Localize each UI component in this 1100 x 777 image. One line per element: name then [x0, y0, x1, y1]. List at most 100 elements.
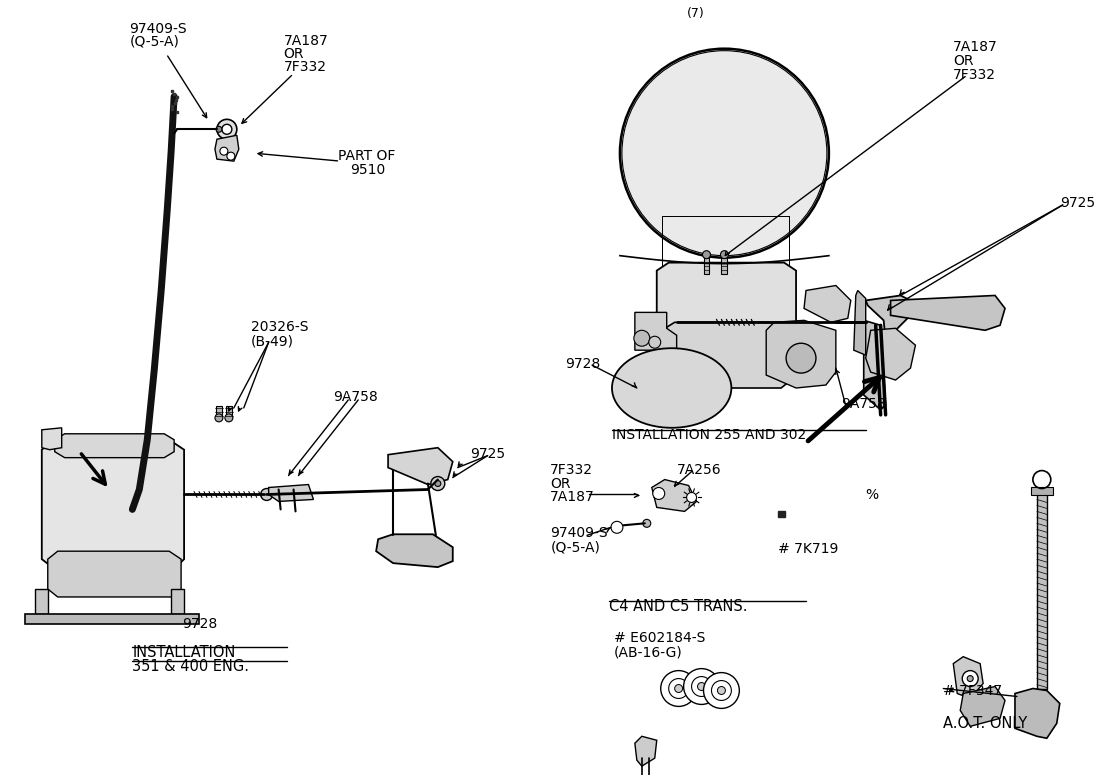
Circle shape	[697, 682, 705, 691]
Text: INSTALLATION 255 AND 302: INSTALLATION 255 AND 302	[612, 428, 806, 442]
Circle shape	[704, 673, 739, 709]
Polygon shape	[891, 295, 1005, 330]
Text: 7F332: 7F332	[550, 462, 593, 476]
Polygon shape	[954, 657, 983, 699]
Circle shape	[216, 127, 222, 132]
Circle shape	[610, 521, 623, 533]
Bar	[1037, 490, 1047, 688]
Text: OR: OR	[550, 476, 571, 490]
Polygon shape	[268, 485, 313, 501]
Polygon shape	[778, 511, 785, 517]
Text: # 7K719: # 7K719	[778, 542, 838, 556]
Polygon shape	[960, 687, 1005, 726]
Circle shape	[786, 343, 816, 373]
Text: 97409-S: 97409-S	[130, 22, 187, 36]
Polygon shape	[172, 589, 184, 614]
Text: (AB-16-G): (AB-16-G)	[614, 646, 683, 660]
Circle shape	[431, 476, 444, 490]
Bar	[216, 406, 222, 418]
Text: INSTALLATION: INSTALLATION	[132, 645, 235, 660]
Polygon shape	[866, 329, 915, 380]
Text: OR: OR	[284, 47, 304, 61]
Circle shape	[686, 493, 696, 503]
Text: # 7F347: # 7F347	[944, 684, 1002, 698]
Circle shape	[669, 678, 689, 699]
Polygon shape	[1015, 688, 1059, 738]
Text: 9510: 9510	[350, 163, 385, 177]
Text: 20326-S: 20326-S	[251, 320, 308, 334]
Text: 7F332: 7F332	[284, 60, 327, 74]
Bar	[226, 406, 232, 418]
Circle shape	[967, 675, 974, 681]
Polygon shape	[657, 263, 796, 338]
Text: A.O.T. ONLY: A.O.T. ONLY	[944, 716, 1027, 731]
Bar	[662, 216, 789, 270]
Polygon shape	[388, 448, 453, 485]
Circle shape	[661, 671, 696, 706]
Bar	[662, 216, 789, 270]
Text: 9725: 9725	[1059, 196, 1094, 210]
Circle shape	[434, 480, 441, 486]
Circle shape	[214, 414, 223, 422]
Ellipse shape	[612, 348, 732, 428]
Polygon shape	[25, 614, 199, 624]
Text: # E602184-S: # E602184-S	[614, 631, 705, 645]
Text: C4 AND C5 TRANS.: C4 AND C5 TRANS.	[609, 599, 748, 614]
Polygon shape	[652, 479, 696, 511]
Polygon shape	[866, 295, 921, 340]
Polygon shape	[47, 551, 182, 597]
Circle shape	[649, 336, 661, 348]
Circle shape	[720, 251, 728, 259]
Text: 9728: 9728	[565, 357, 601, 371]
Text: 7A256: 7A256	[676, 462, 722, 476]
Circle shape	[227, 152, 234, 160]
Polygon shape	[804, 285, 850, 322]
Polygon shape	[767, 320, 836, 388]
Text: 7A187: 7A187	[284, 33, 328, 47]
Circle shape	[683, 669, 719, 705]
Circle shape	[712, 681, 732, 700]
Text: (7): (7)	[686, 7, 704, 20]
Text: 9728: 9728	[183, 617, 218, 631]
Bar	[704, 256, 710, 274]
Text: 7F332: 7F332	[954, 68, 997, 82]
Circle shape	[224, 414, 233, 422]
Polygon shape	[635, 737, 657, 766]
Circle shape	[620, 49, 829, 258]
Text: 9A758: 9A758	[333, 390, 378, 404]
Circle shape	[217, 120, 236, 139]
Circle shape	[962, 671, 978, 687]
Circle shape	[692, 677, 712, 696]
Circle shape	[703, 251, 711, 259]
Text: 9A758: 9A758	[840, 397, 886, 411]
Circle shape	[642, 519, 651, 528]
Text: 351 & 400 ENG.: 351 & 400 ENG.	[132, 659, 250, 674]
Text: PART OF: PART OF	[339, 149, 396, 163]
Polygon shape	[42, 440, 184, 569]
Text: 7A187: 7A187	[550, 490, 595, 504]
Circle shape	[261, 489, 273, 500]
Polygon shape	[635, 312, 676, 350]
Text: (Q-5-A): (Q-5-A)	[550, 540, 601, 554]
Circle shape	[717, 687, 725, 695]
Polygon shape	[662, 322, 791, 388]
Circle shape	[652, 487, 664, 500]
Text: 97409-S: 97409-S	[550, 526, 608, 540]
Polygon shape	[214, 135, 239, 161]
Polygon shape	[55, 434, 174, 458]
Text: 7A187: 7A187	[954, 40, 998, 54]
Text: 9725: 9725	[470, 447, 505, 461]
Text: (B-49): (B-49)	[251, 334, 294, 348]
Polygon shape	[854, 291, 866, 355]
Circle shape	[879, 357, 889, 367]
Polygon shape	[35, 589, 47, 614]
Polygon shape	[864, 320, 886, 410]
Text: (Q-5-A): (Q-5-A)	[130, 35, 179, 49]
Circle shape	[871, 350, 895, 374]
Bar	[722, 256, 727, 274]
Bar	[1031, 486, 1053, 496]
Circle shape	[220, 147, 228, 155]
Circle shape	[674, 685, 683, 692]
Polygon shape	[376, 535, 453, 567]
Circle shape	[634, 330, 650, 347]
